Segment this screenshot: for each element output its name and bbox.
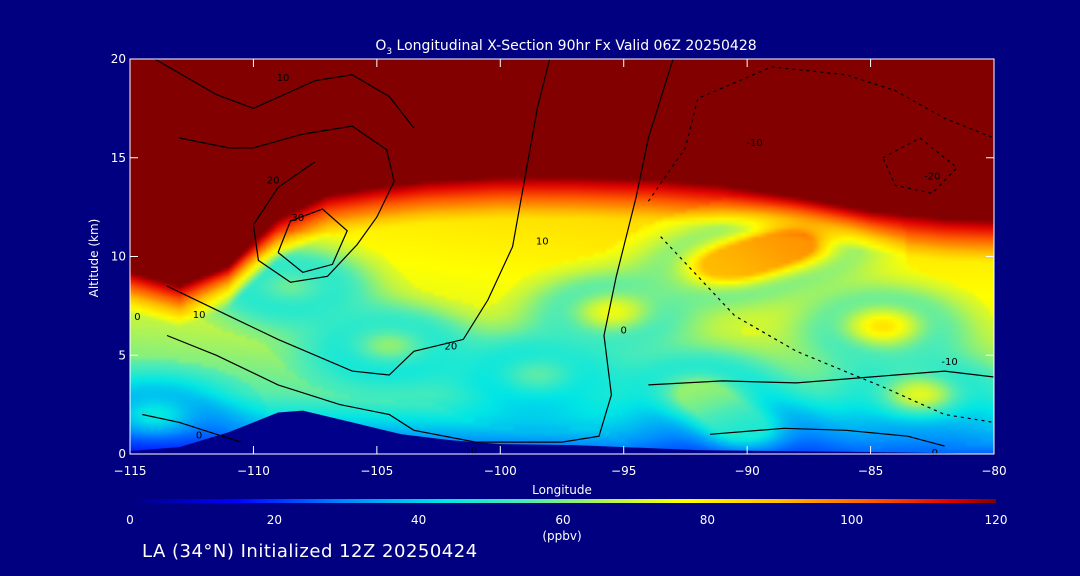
contour-label: 10: [193, 310, 206, 321]
contour-line: [166, 59, 674, 443]
contour-label: 20: [267, 175, 280, 186]
x-tick-label: −80: [981, 464, 1006, 478]
x-axis-label: Longitude: [532, 483, 592, 497]
x-tick-label: −115: [114, 464, 147, 478]
title-rest: Longitudinal X-Section 90hr Fx Valid 06Z…: [392, 38, 757, 54]
contour-label: 0: [134, 312, 140, 323]
chart-title: O3 Longitudinal X-Section 90hr Fx Valid …: [375, 38, 756, 57]
contour-line: [648, 370, 994, 386]
title-prefix: O: [375, 38, 386, 54]
init-caption: LA (34°N) Initialized 12Z 20250424: [142, 541, 478, 562]
colorbar-tick-label: 80: [700, 513, 715, 527]
contour-label: 0: [196, 430, 202, 441]
contour-label: 20: [445, 341, 458, 352]
title-subscript: 3: [386, 47, 392, 57]
y-axis: 0 5 10 15 20: [111, 52, 994, 461]
x-tick-label: −100: [484, 464, 517, 478]
contour-line: [277, 208, 348, 273]
contour-label: -20: [924, 172, 940, 183]
contour-label: -10: [746, 138, 762, 149]
y-axis-label: Altitude (km): [87, 219, 101, 298]
contour-line: [710, 427, 945, 447]
y-tick-label: 20: [111, 52, 126, 66]
contour-line: [166, 59, 551, 376]
y-tick-label: 15: [111, 151, 126, 165]
contour-layer: [142, 59, 994, 447]
colorbar-unit: (ppbv): [542, 529, 581, 543]
contour-line: [142, 413, 242, 443]
y-tick-label: 0: [118, 447, 126, 461]
x-tick-label: −85: [858, 464, 883, 478]
ozone-heatmap: [130, 59, 994, 454]
terrain-layer: [130, 410, 994, 454]
terrain-fill: [130, 410, 994, 454]
contour-label: -10: [941, 357, 957, 368]
x-tick-label: −90: [734, 464, 759, 478]
colorbar-tick-label: 0: [126, 513, 134, 527]
contour-line: [154, 59, 415, 129]
contour-line: [882, 137, 958, 194]
contour-label: 30: [291, 213, 304, 224]
colorbar-tick-label: 40: [411, 513, 426, 527]
colorbar-tick-label: 60: [555, 513, 570, 527]
y-tick-label: 10: [111, 250, 126, 264]
x-tick-label: −95: [611, 464, 636, 478]
contour-line: [647, 66, 994, 202]
colorbar-gradient: [130, 499, 996, 503]
x-axis: −115 −110 −105 −100 −95 −90 −85 −80: [114, 59, 1007, 478]
colorbar-ticks: 0 20 40 60 80 100 120: [126, 513, 1007, 527]
y-tick-label: 5: [118, 348, 126, 362]
contour-line: [179, 125, 395, 283]
contour-label: 10: [536, 237, 549, 248]
contour-label: 10: [277, 73, 290, 84]
contour-label: 0: [621, 326, 627, 337]
colorbar-tick-label: 120: [985, 513, 1008, 527]
colorbar: 0 20 40 60 80 100 120 (ppbv): [126, 499, 1007, 543]
x-tick-label: −105: [360, 464, 393, 478]
colorbar-tick-label: 100: [840, 513, 863, 527]
x-tick-label: −110: [237, 464, 270, 478]
colorbar-tick-label: 20: [267, 513, 282, 527]
contour-label: 10: [464, 446, 477, 457]
